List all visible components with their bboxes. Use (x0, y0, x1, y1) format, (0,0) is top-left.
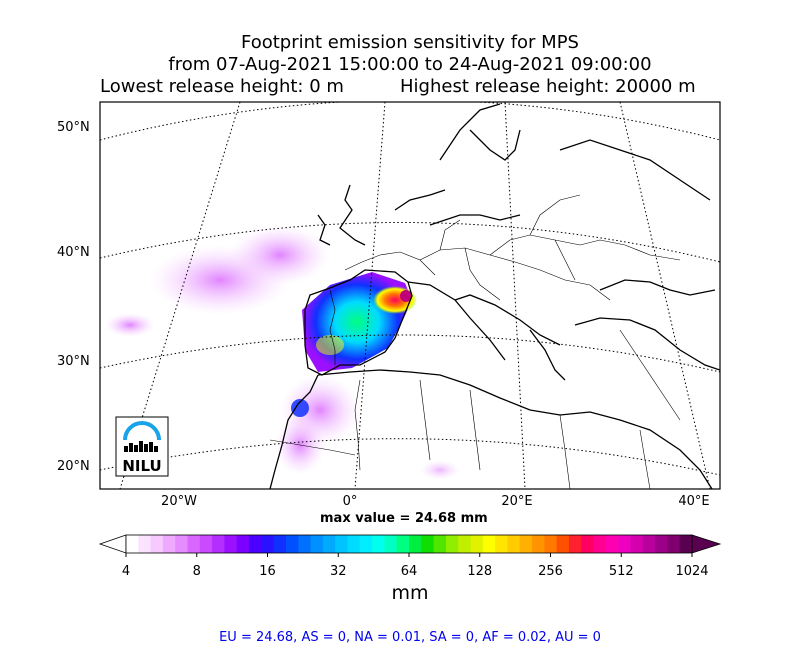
colorbar-tick-label: 32 (330, 564, 347, 579)
colorbar-segment (409, 535, 422, 553)
lon-label-20e: 20°E (501, 494, 532, 509)
colorbar-segment (138, 535, 152, 553)
colorbar-tick-label: 1024 (675, 564, 708, 579)
colorbar-segment (162, 535, 176, 553)
colorbar-segment (175, 535, 189, 553)
colorbar-segment (667, 535, 681, 553)
colorbar-segment (507, 535, 521, 553)
colorbar-segment (470, 535, 484, 553)
colorbar-segment (285, 535, 299, 553)
lon-label-40e: 40°E (678, 494, 709, 509)
colorbar (98, 534, 722, 554)
colorbar-segment (642, 535, 656, 553)
colorbar-segment (482, 535, 496, 553)
colorbar-segment (495, 535, 508, 553)
colorbar-segment (249, 535, 262, 553)
colorbar-segment (433, 535, 447, 553)
colorbar-segment (630, 535, 644, 553)
colorbar-tick-label: 512 (609, 564, 634, 579)
lat-label-40n: 40°N (57, 245, 90, 260)
colorbar-segment (605, 535, 619, 553)
colorbar-segment (556, 535, 570, 553)
highest-release-height: Highest release height: 20000 m (400, 76, 696, 97)
plot-title-line-1: Footprint emission sensitivity for MPS (241, 32, 579, 53)
colorbar-segment (544, 535, 558, 553)
country-borders (269, 194, 681, 489)
colorbar-segment (187, 535, 201, 553)
colorbar-segment (150, 535, 164, 553)
colorbar-segment (372, 535, 385, 553)
colorbar-segment (618, 535, 631, 553)
colorbar-segment (199, 535, 213, 553)
colorbar-segment (458, 535, 472, 553)
colorbar-segment (679, 535, 693, 553)
colorbar-segment (335, 535, 348, 553)
colorbar-tick-label: 256 (538, 564, 563, 579)
colorbar-segment (310, 535, 324, 553)
colorbar-extend-max (691, 534, 722, 554)
region-stats: EU = 24.68, AS = 0, NA = 0.01, SA = 0, A… (219, 630, 601, 645)
colorbar-segment (212, 535, 225, 553)
colorbar-segment (273, 535, 287, 553)
colorbar-segment (396, 535, 410, 553)
colorbar-segment (384, 535, 398, 553)
colorbar-segment (261, 535, 275, 553)
colorbar-tick-label: 64 (401, 564, 418, 579)
colorbar-segment (532, 535, 545, 553)
colorbar-segment (347, 535, 361, 553)
plot-title-line-2: from 07-Aug-2021 15:00:00 to 24-Aug-2021… (168, 54, 652, 75)
colorbar-unit-label: mm (391, 582, 429, 604)
colorbar-segment (236, 535, 250, 553)
logo-text: NILU (122, 457, 161, 475)
colorbar-segment (298, 535, 312, 553)
map-frame (99, 101, 721, 490)
colorbar-segment (421, 535, 435, 553)
colorbar-tick-label: 16 (259, 564, 276, 579)
map-area (100, 102, 720, 489)
lon-label-0: 0° (343, 494, 358, 509)
colorbar-segment (359, 535, 373, 553)
colorbar-segment (322, 535, 336, 553)
max-value-label: max value = 24.68 mm (320, 511, 488, 526)
coastlines (269, 103, 720, 489)
lat-label-20n: 20°N (57, 459, 90, 474)
nilu-logo: NILU (115, 416, 169, 477)
colorbar-segment (519, 535, 533, 553)
colorbar-tick-label: 4 (122, 564, 130, 579)
colorbar-segment (568, 535, 582, 553)
colorbar-segment (445, 535, 459, 553)
colorbar-segment (581, 535, 595, 553)
footprint-field (105, 225, 460, 480)
colorbar-segment (655, 535, 668, 553)
lat-label-50n: 50°N (57, 120, 90, 135)
colorbar-tick-label: 128 (467, 564, 492, 579)
lon-label-20w: 20°W (161, 494, 197, 509)
lowest-release-height: Lowest release height: 0 m (100, 76, 344, 97)
lat-label-30n: 30°N (57, 354, 90, 369)
colorbar-extend-min (98, 534, 127, 554)
colorbar-ticks: 4 8 16 32 64 128 256 512 1024 (122, 553, 709, 579)
colorbar-segment (126, 535, 139, 553)
colorbar-segment (224, 535, 238, 553)
graticule (100, 102, 720, 489)
colorbar-segment (593, 535, 607, 553)
colorbar-tick-label: 8 (193, 564, 201, 579)
